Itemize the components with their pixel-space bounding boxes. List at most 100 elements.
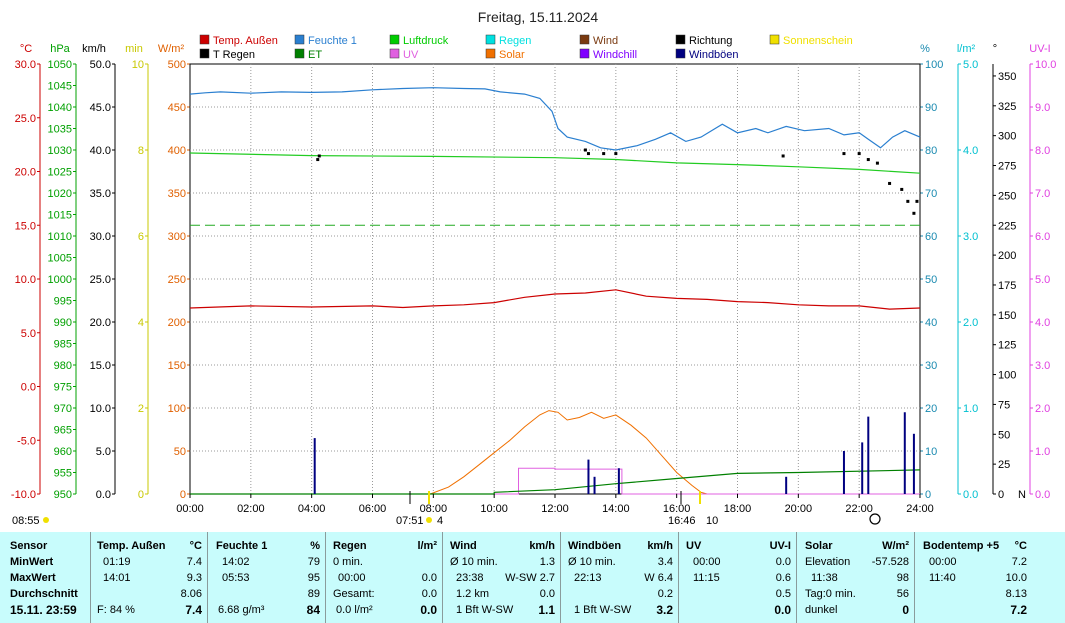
rain-unit: l/m² bbox=[417, 540, 437, 552]
axis-label-pct-7: 30 bbox=[925, 360, 937, 372]
axis-label-kmh-10: 0.0 bbox=[96, 489, 111, 501]
sun-left-icon bbox=[43, 517, 49, 523]
stats-col-soil: Bodentemp +5 °C 00:00 7.2 11:40 10.0 8.1… bbox=[914, 532, 1033, 623]
direction-point-2 bbox=[583, 148, 587, 152]
x-axis: 00:00 02:00 04:00 06:00 08:00 10:00 12:00 14:00… bbox=[176, 494, 934, 515]
axis-label-deg-3: 275 bbox=[998, 161, 1016, 173]
axis-label-pct-9: 10 bbox=[925, 446, 937, 458]
hum-header: Feuchte 1 bbox=[216, 540, 268, 552]
axis-label-hpa-1: 1045 bbox=[48, 81, 72, 93]
x-label-12: 24:00 bbox=[906, 503, 934, 515]
axis-label-min-0: 10 bbox=[132, 59, 144, 71]
x-label-1: 02:00 bbox=[237, 503, 265, 515]
axis-label-kmh-9: 5.0 bbox=[96, 446, 111, 458]
legend-label-5: Richtung bbox=[689, 35, 732, 47]
stats-col-rain: Regen l/m² 0 min. 00:00 0.0 Gesamt: 0.0 … bbox=[325, 532, 443, 623]
legend-swatch-9 bbox=[389, 48, 400, 59]
axis-unit-wm2: W/m² bbox=[158, 43, 185, 55]
legend-swatch-10 bbox=[485, 48, 496, 59]
gust-r1-val: 3.4 bbox=[657, 556, 673, 568]
axis-label-wm2-0: 500 bbox=[168, 59, 186, 71]
axis-unit-deg: ° bbox=[993, 43, 997, 55]
axis-label-hpa-8: 1010 bbox=[48, 231, 72, 243]
legend-label-7: T Regen bbox=[213, 49, 255, 61]
axis-label-pct-4: 60 bbox=[925, 231, 937, 243]
axis-label-min-3: 4 bbox=[138, 317, 144, 329]
direction-point-10 bbox=[875, 161, 879, 165]
axis-label-temp-1: 25.0 bbox=[15, 113, 36, 125]
solar-r1-label: Elevation bbox=[805, 556, 851, 568]
axis-label-hpa-4: 1030 bbox=[48, 145, 72, 157]
solar-r2-time: 11:38 bbox=[811, 572, 838, 584]
uv-r2-time: 11:15 bbox=[693, 572, 720, 584]
axis-label-deg-4: 250 bbox=[998, 190, 1016, 202]
axis-unit-min: min bbox=[125, 43, 143, 55]
temp-max-time: 14:01 bbox=[103, 572, 131, 584]
axis-label-pct-5: 50 bbox=[925, 274, 937, 286]
legend-label-3: Regen bbox=[499, 35, 531, 47]
axis-label-pct-6: 40 bbox=[925, 317, 937, 329]
sunset-time: 16:46 bbox=[668, 515, 696, 527]
legend-label-9: UV bbox=[403, 49, 419, 61]
hum-unit: % bbox=[310, 540, 320, 552]
solar-header: Solar bbox=[805, 540, 833, 552]
legend-swatch-6 bbox=[769, 34, 780, 45]
wind-header: Wind bbox=[450, 540, 477, 552]
axis-unit-uvi: UV-I bbox=[1029, 43, 1050, 55]
axis-label-uvi-6: 4.0 bbox=[1035, 317, 1050, 329]
x-label-3: 06:00 bbox=[359, 503, 387, 515]
axis-label-lm2-3: 2.0 bbox=[963, 317, 978, 329]
moon-icon bbox=[869, 513, 881, 525]
axis-label-min-5: 0 bbox=[138, 489, 144, 501]
axis-label-uvi-2: 8.0 bbox=[1035, 145, 1050, 157]
axis-label-uvi-7: 3.0 bbox=[1035, 360, 1050, 372]
direction-point-4 bbox=[602, 152, 606, 156]
legend-label-8: ET bbox=[308, 49, 322, 61]
solar-r3-val: 56 bbox=[896, 588, 909, 600]
solar-unit: W/m² bbox=[882, 540, 909, 552]
uv-unit: UV-I bbox=[769, 540, 791, 552]
x-label-8: 16:00 bbox=[663, 503, 691, 515]
gust-r4-label: 1 Bft W-SW bbox=[574, 604, 632, 616]
axis-label-hpa-12: 990 bbox=[54, 317, 72, 329]
stats-col-solar: Solar W/m² Elevation -57.528 11:38 98 Ta… bbox=[796, 532, 915, 623]
legend-label-12: Windböen bbox=[689, 49, 739, 61]
direction-point-3 bbox=[586, 152, 590, 156]
legend-label-11: Windchill bbox=[593, 49, 637, 61]
direction-point-11 bbox=[888, 181, 892, 185]
gust-r2-time: 22:13 bbox=[574, 572, 602, 584]
axis-label-hpa-15: 975 bbox=[54, 382, 72, 394]
axis-label-uvi-10: 0.0 bbox=[1035, 489, 1050, 501]
stats-col-uv: UV UV-I 00:00 0.0 11:15 0.6 0.5 0.0 bbox=[678, 532, 797, 623]
weather-chart: Freitag, 15.11.2024 Temp. Außen Feuchte 1… bbox=[11, 9, 1057, 527]
temp-avg: 8.06 bbox=[180, 588, 202, 600]
x-label-7: 14:00 bbox=[602, 503, 630, 515]
temp-max-val: 9.3 bbox=[186, 572, 202, 584]
axis-label-wm2-5: 250 bbox=[168, 274, 186, 286]
soil-header: Bodentemp +5 bbox=[923, 540, 1000, 552]
chart-title: Freitag, 15.11.2024 bbox=[478, 9, 599, 25]
x-label-4: 08:00 bbox=[420, 503, 448, 515]
soil-unit: °C bbox=[1014, 540, 1027, 552]
gust-r2-val: W 6.4 bbox=[644, 572, 673, 584]
axis-label-pct-0: 100 bbox=[925, 59, 943, 71]
wind-r1-val: 1.3 bbox=[539, 556, 555, 568]
min-label: MinWert bbox=[10, 556, 54, 568]
x-label-6: 12:00 bbox=[541, 503, 569, 515]
rain-r3-label: Gesamt: bbox=[333, 588, 375, 600]
temp-min-time: 01:19 bbox=[103, 556, 131, 568]
axis-label-kmh-2: 40.0 bbox=[90, 145, 111, 157]
hum-avg: 89 bbox=[307, 588, 320, 600]
axis-label-hpa-6: 1020 bbox=[48, 188, 72, 200]
direction-point-0 bbox=[316, 158, 320, 162]
now-label: 15.11. 23:59 bbox=[10, 603, 77, 617]
soil-r1-time: 00:00 bbox=[929, 556, 957, 568]
hum-extra: 6.68 g/m³ bbox=[218, 604, 265, 616]
axis-label-min-4: 2 bbox=[138, 403, 144, 415]
hum-now: 84 bbox=[306, 603, 320, 617]
solar-r4-label: dunkel bbox=[805, 604, 838, 616]
solar-r3-label: Tag:0 min. bbox=[805, 588, 856, 600]
axis-label-temp-6: 0.0 bbox=[21, 382, 36, 394]
axis-label-wm2-10: 0 bbox=[180, 489, 186, 501]
axis-label-hpa-16: 970 bbox=[54, 403, 72, 415]
